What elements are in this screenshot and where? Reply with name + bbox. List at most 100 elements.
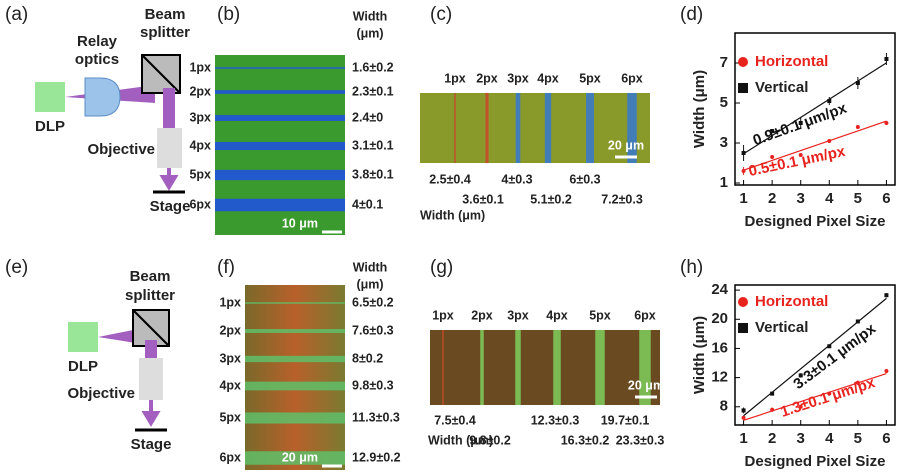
x-tick-label: 4 [825,430,834,447]
dlp-box [68,322,98,352]
legend-marker [738,57,748,67]
width-value: 1.6±0.2 [352,60,394,74]
point [827,99,831,103]
width-value: 12.3±0.3 [531,413,580,427]
row-label: 5px [219,410,241,424]
legend-marker [738,297,748,307]
scale-label: 20 μm [628,378,664,392]
panel-label: (g) [430,257,453,278]
point [884,121,888,125]
column-label: 5px [579,71,601,85]
column-label: 4px [546,308,568,322]
relay-lens [85,78,120,116]
column-label: 4px [537,71,559,85]
splitter-label: Beam [130,268,171,285]
line-feature [215,90,345,94]
line-feature [454,93,456,163]
line-feature [215,115,345,121]
y-tick-label: 5 [720,94,728,111]
legend-label: Vertical [755,79,808,96]
width-header: (μm) [356,26,383,40]
width-label: Width (μm) [420,208,485,222]
row-label: 6px [189,197,211,211]
width-value: 6.5±0.2 [352,295,394,309]
column-label: 1px [432,308,454,322]
width-value: 5.1±0.2 [530,192,572,206]
line-feature [215,170,345,180]
legend-label: Vertical [755,319,808,336]
point [856,319,860,323]
width-value: 9.8±0.3 [352,378,394,392]
x-tick-label: 4 [825,190,834,207]
x-axis-label: Designed Pixel Size [745,213,886,230]
row-label: 3px [219,351,241,365]
width-value: 7.5±0.4 [434,413,476,427]
x-tick-label: 5 [854,190,862,207]
relay-label: optics [75,51,119,68]
page: {"diagram_a":{"label":"(a)","relay_optic… [0,0,902,476]
width-value: 3.1±0.1 [352,138,394,152]
dlp-label: DLP [35,118,65,135]
width-value: 3.8±0.1 [352,167,394,181]
y-tick-label: 8 [720,398,728,415]
row-label: 4px [189,138,211,152]
point [742,169,746,173]
column-label: 6px [634,308,656,322]
x-tick-label: 1 [739,430,747,447]
legend-marker [738,83,748,93]
line-feature [480,330,484,405]
row-label: 3px [189,110,211,124]
line-feature [595,330,605,405]
y-tick-label: 24 [711,281,728,298]
y-tick-label: 12 [711,369,728,386]
width-value: 16.3±0.2 [561,433,610,447]
fit-annotation: 0.5±0.1 μm/px [747,143,847,180]
width-value: 7.2±0.3 [601,192,643,206]
panel-label: (d) [680,4,703,25]
x-tick-label: 2 [768,190,776,207]
line-feature [516,93,521,163]
y-axis-label: Width (μm) [691,70,708,148]
row-label: 2px [219,323,241,337]
point [884,369,888,373]
panel-label: (h) [680,257,703,278]
point [742,151,746,155]
line-feature [245,302,345,304]
width-value: 23.3±0.3 [616,433,665,447]
row-label: 2px [189,84,211,98]
stage-label: Stage [150,198,191,215]
micrograph-f [245,285,345,470]
line-feature [215,142,345,150]
line-feature [215,199,345,212]
point [827,344,831,348]
splitter-label: Beam [145,6,186,23]
width-value: 19.7±0.1 [601,413,650,427]
width-header: (μm) [356,277,383,291]
micrograph-g [430,330,660,405]
x-tick-label: 3 [797,430,805,447]
line-feature [485,93,488,163]
line-feature [245,412,345,423]
panel-label: (c) [430,4,452,25]
x-tick-label: 2 [768,430,776,447]
column-label: 6px [621,71,643,85]
row-label: 1px [189,60,211,74]
line-feature [545,93,551,163]
width-value: 2.3±0.1 [352,84,394,98]
diagram-a: (a) DLP Relay optics Beam splitter Objec… [5,4,190,215]
scale-label: 10 μm [282,216,318,230]
x-tick-label: 5 [854,430,862,447]
line-feature [442,330,444,405]
point [884,293,888,297]
column-label: 1px [444,71,466,85]
line-feature [586,93,594,163]
width-value: 4±0.3 [501,172,532,186]
scale-label: 20 μm [608,138,644,152]
y-axis-label: Width (μm) [691,316,708,394]
point [856,81,860,85]
panel-label: (f) [217,257,235,278]
point [827,139,831,143]
column-label: 3px [507,308,529,322]
fit-annotation: 0.9±0.1 μm/px [751,99,850,149]
point [770,392,774,396]
